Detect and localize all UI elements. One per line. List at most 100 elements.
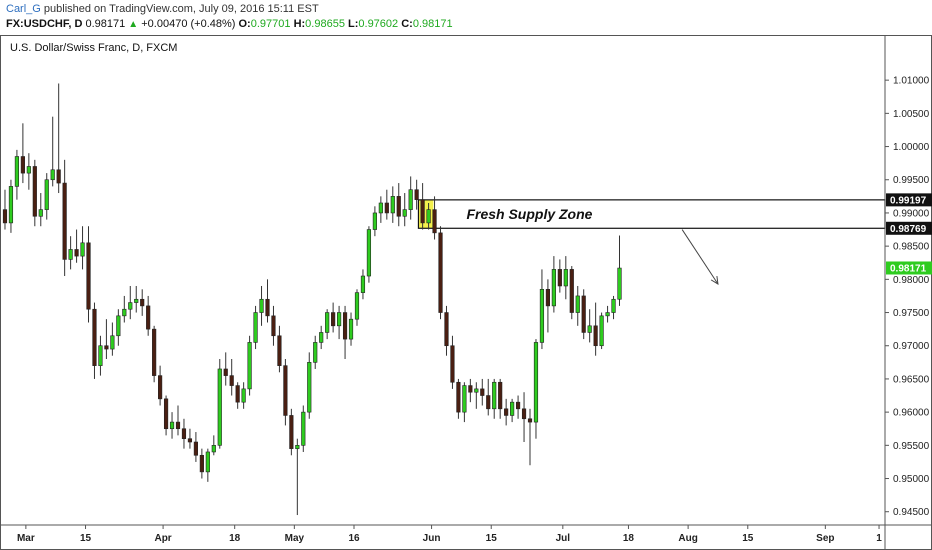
level-badge-bg: [886, 193, 932, 207]
y-tick-label: 0.94500: [893, 507, 930, 518]
level-badge: 0.98769: [886, 221, 932, 235]
bull-candle-body: [68, 249, 73, 260]
bull-candle-body: [134, 298, 139, 303]
candle: [14, 149, 20, 200]
bull-candle-body: [8, 186, 14, 224]
close-label: C:: [401, 18, 413, 30]
bear-candle-body: [56, 169, 61, 184]
price-axis[interactable]: 1.01000 1.00500 1.00000 0.99500 0.99000 0.985…: [884, 35, 932, 549]
last-price-value: 0.98171: [85, 18, 126, 30]
time-axis[interactable]: Mar 15 Apr 18 May 16 Jun 15 Jul 18 Aug 15 Sep 1: [0, 524, 932, 544]
bear-candle-body: [283, 365, 288, 416]
bull-candle-body: [26, 166, 31, 174]
published-text: published on TradingView.com, July 09, 2…: [43, 3, 319, 15]
candle: [521, 392, 527, 443]
bear-candle-body: [438, 232, 443, 313]
candle: [360, 269, 366, 300]
bull-candle-body: [169, 421, 175, 430]
bull-candle-body: [259, 298, 264, 313]
candle: [283, 359, 288, 426]
candle: [611, 295, 616, 320]
candle: [545, 279, 550, 333]
chart-area[interactable]: U.S. Dollar/Swiss Franc, D, FXCM Fresh S…: [0, 35, 932, 550]
bear-candle-body: [414, 189, 419, 200]
candle: [414, 179, 419, 210]
last-price-badge-label: 0.98171: [890, 263, 927, 274]
bear-candle-body: [444, 312, 449, 347]
candle: [140, 289, 145, 316]
bull-candle-body: [348, 318, 354, 340]
candle: [474, 382, 479, 409]
candle: [396, 183, 401, 227]
bull-candle-body: [98, 345, 103, 366]
open-label: O:: [238, 18, 251, 30]
bull-candle-body: [301, 411, 306, 446]
bear-candle-body: [199, 454, 204, 473]
bear-candle-body: [527, 418, 533, 423]
bull-candle-body: [617, 267, 622, 300]
candle: [223, 352, 228, 386]
bull-candle-body: [128, 302, 133, 310]
chart-title: U.S. Dollar/Swiss Franc, D, FXCM: [10, 42, 177, 54]
bull-candle-body: [563, 269, 568, 287]
bear-candle-body: [265, 298, 270, 317]
candle: [295, 438, 300, 516]
candle: [432, 196, 437, 240]
candle: [539, 269, 545, 350]
candle: [510, 398, 515, 423]
bull-candle-body: [80, 242, 85, 257]
candle: [56, 83, 61, 194]
bull-candle-body: [492, 381, 497, 410]
y-tick-label: 0.97500: [893, 308, 930, 319]
candle: [80, 226, 85, 270]
bear-candle-body: [450, 345, 455, 383]
author-link[interactable]: Carl_G: [6, 3, 41, 15]
x-tick-label: 15: [80, 533, 92, 544]
bear-candle-body: [92, 308, 97, 366]
candle: [569, 266, 574, 320]
bull-candle-body: [474, 388, 479, 393]
bear-candle-body: [342, 312, 348, 340]
candlestick-chart[interactable]: U.S. Dollar/Swiss Franc, D, FXCM Fresh S…: [0, 35, 932, 550]
bear-candle-body: [163, 398, 169, 430]
candle: [74, 229, 79, 263]
x-tick-label: Jul: [556, 533, 571, 544]
candle: [110, 322, 115, 356]
candle: [515, 395, 521, 419]
change-value: +0.00470 (+0.48%): [141, 18, 236, 30]
x-tick-label: 18: [229, 533, 241, 544]
candle: [378, 196, 383, 223]
up-triangle-icon: ▲: [128, 19, 139, 30]
bear-candle-body: [557, 269, 562, 287]
bear-candle-body: [521, 408, 527, 420]
candle: [366, 226, 372, 283]
candle: [122, 295, 127, 323]
candle: [533, 339, 539, 439]
x-tick-label: 18: [623, 533, 635, 544]
candle: [581, 289, 586, 340]
candle: [26, 153, 31, 190]
high-value: 0.98655: [305, 18, 345, 30]
y-tick-label: 0.95000: [893, 474, 930, 485]
down-arrow-line: [681, 229, 719, 285]
candle: [563, 256, 568, 300]
candle: [277, 325, 282, 373]
candle: [587, 309, 592, 343]
bear-candle-body: [545, 288, 550, 307]
bull-candle-body: [354, 292, 360, 320]
candle: [62, 159, 67, 277]
bull-candle-body: [247, 342, 252, 390]
x-tick-label: Aug: [678, 533, 697, 544]
bear-candle-body: [277, 335, 282, 366]
candle: [44, 173, 49, 220]
bear-candle-body: [569, 269, 574, 313]
candle: [402, 193, 407, 227]
chart-border: [0, 35, 932, 550]
candle: [319, 325, 324, 350]
open-value: 0.97701: [250, 18, 291, 30]
candle: [8, 179, 14, 233]
bull-candle-body: [307, 362, 312, 413]
candle: [253, 305, 258, 350]
candle: [20, 123, 25, 184]
candle: [498, 378, 503, 419]
